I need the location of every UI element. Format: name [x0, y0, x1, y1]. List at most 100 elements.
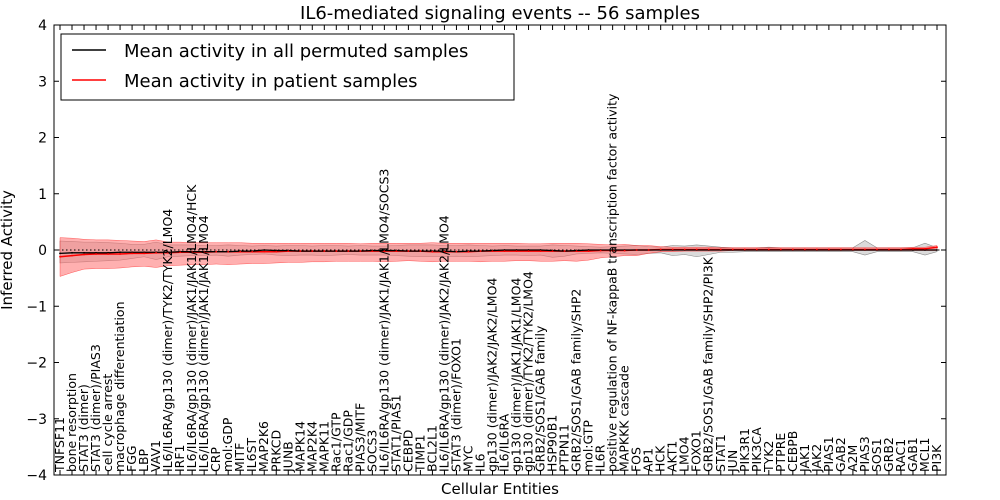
x-tick-label: IL6/IL6RA/gp130 (dimer)/JAK1/JAK1/LMO4/H…: [184, 184, 199, 472]
permuted-point: [59, 252, 61, 255]
x-tick-label: FOS: [629, 447, 644, 472]
patient-point: [227, 250, 230, 253]
x-tick-label: IL6/IL6RA/gp130 (dimer)/JAK1/JAK1/LMO4/S…: [376, 169, 391, 472]
patient-point: [695, 248, 698, 251]
y-tick-label: 3: [38, 74, 47, 90]
patient-point: [287, 250, 290, 253]
patient-point: [551, 250, 554, 253]
x-tick-label: MITF: [232, 443, 247, 472]
y-tick-label: −1: [26, 299, 47, 315]
x-tick-label: GAB2: [833, 437, 848, 472]
patient-point: [239, 250, 242, 253]
patient-point: [599, 249, 602, 252]
x-tick-label: RAC1: [893, 439, 908, 472]
x-tick-label: PIK3R1: [737, 428, 752, 472]
x-tick-label: AP1: [641, 448, 656, 472]
permuted-point: [71, 251, 73, 254]
x-tick-label: BCL2L1: [424, 425, 439, 472]
x-tick-label: cell cycle arrest: [100, 374, 115, 472]
x-tick-label: IL6/IL6RA/gp130 (dimer)/TYK2/TYK2/LMO4: [160, 209, 175, 472]
x-tick-label: IL6/IL6RA: [497, 413, 512, 472]
patient-point: [383, 250, 386, 253]
patient-point: [912, 247, 914, 250]
x-tick-label: gp130 (dimer)/JAK1/JAK1/LMO4: [509, 278, 524, 472]
x-tick-label: AKT1: [665, 441, 680, 472]
x-tick-label: IRF1: [172, 444, 187, 472]
x-tick-label: bone resorption: [64, 373, 79, 472]
y-tick-label: −2: [26, 356, 47, 372]
x-tick-label: PIAS1: [821, 436, 836, 472]
patient-point: [924, 247, 926, 250]
patient-point: [95, 253, 97, 255]
patient-point: [864, 248, 866, 251]
x-tick-label: VAV1: [148, 440, 163, 472]
y-tick-label: −4: [26, 468, 47, 484]
x-tick-label: STAT1: [713, 434, 728, 472]
x-tick-label: MYC: [460, 445, 475, 472]
x-tick-label: JUNB: [280, 441, 295, 473]
patient-point: [659, 248, 662, 251]
patient-point: [707, 248, 710, 251]
x-tick-label: IL6/IL6RA/gp130 (dimer)/JAK1/JAK1/LMO4: [196, 215, 211, 472]
x-tick-label: GAB1: [905, 437, 920, 472]
patient-point: [167, 251, 170, 254]
x-tick-label: MAPKKK cascade: [617, 365, 632, 472]
y-tick-label: 2: [38, 131, 47, 147]
x-tick-label: IL6: [472, 453, 487, 472]
patient-point: [263, 250, 266, 253]
patient-point: [671, 248, 674, 251]
patient-point: [431, 250, 434, 253]
x-tick-label: STAT1/PIAS1: [388, 394, 403, 472]
patient-point: [59, 255, 61, 258]
patient-point: [839, 248, 842, 251]
patient-point: [611, 249, 614, 252]
patient-point: [755, 248, 758, 251]
permuted-point: [119, 251, 121, 254]
patient-point: [623, 249, 626, 252]
patient-point: [359, 250, 362, 253]
patient-point: [131, 252, 133, 255]
patient-point: [767, 248, 770, 251]
patient-point: [503, 250, 506, 253]
x-tick-label: gp130 (dimer)/TYK2/TYK2/LMO4: [521, 271, 536, 472]
x-tick-label: JAK2: [809, 444, 824, 473]
patient-point: [936, 246, 938, 249]
x-tick-label: CEBPD: [400, 430, 415, 472]
legend-label-patient: Mean activity in patient samples: [124, 71, 418, 92]
x-tick-label: MCL1: [917, 438, 932, 472]
patient-point: [443, 250, 446, 253]
patient-point: [827, 248, 830, 251]
x-tick-label: mol:GDP: [220, 417, 235, 472]
patient-point: [299, 250, 302, 253]
x-tick-label: positive regulation of NF-kappaB transcr…: [605, 93, 620, 472]
patient-point: [683, 248, 686, 251]
patient-point: [419, 250, 422, 253]
patient-point: [479, 250, 482, 253]
x-tick-label: PTPRE: [773, 433, 788, 472]
patient-point: [731, 248, 734, 251]
patient-point: [347, 250, 350, 253]
patient-point: [323, 250, 326, 253]
patient-point: [815, 248, 818, 251]
x-tick-label: JUN: [725, 450, 740, 473]
patient-point: [371, 250, 374, 253]
patient-point: [491, 250, 494, 253]
y-tick-label: −3: [26, 412, 47, 428]
patient-point: [575, 250, 578, 253]
patient-point: [71, 254, 73, 257]
plot-area: [53, 24, 947, 476]
y-tick-label: 0: [38, 243, 47, 259]
x-tick-label: GRB2/SOS1/GAB family/SHP2/PI3K: [701, 256, 716, 472]
x-tick-label: HCK: [653, 445, 668, 472]
permuted-point: [263, 249, 266, 251]
x-tick-label: IL6R: [593, 444, 608, 472]
x-tick-label: PIK3CA: [749, 427, 764, 472]
y-tick-label: 1: [38, 187, 47, 203]
patient-point: [539, 250, 542, 253]
patient-point: [587, 250, 590, 253]
x-axis-label: Cellular Entities: [441, 480, 559, 498]
chart-title: IL6-mediated signaling events -- 56 samp…: [300, 3, 700, 24]
patient-point: [179, 251, 182, 254]
x-tick-label: macrophage differentiation: [112, 301, 127, 472]
